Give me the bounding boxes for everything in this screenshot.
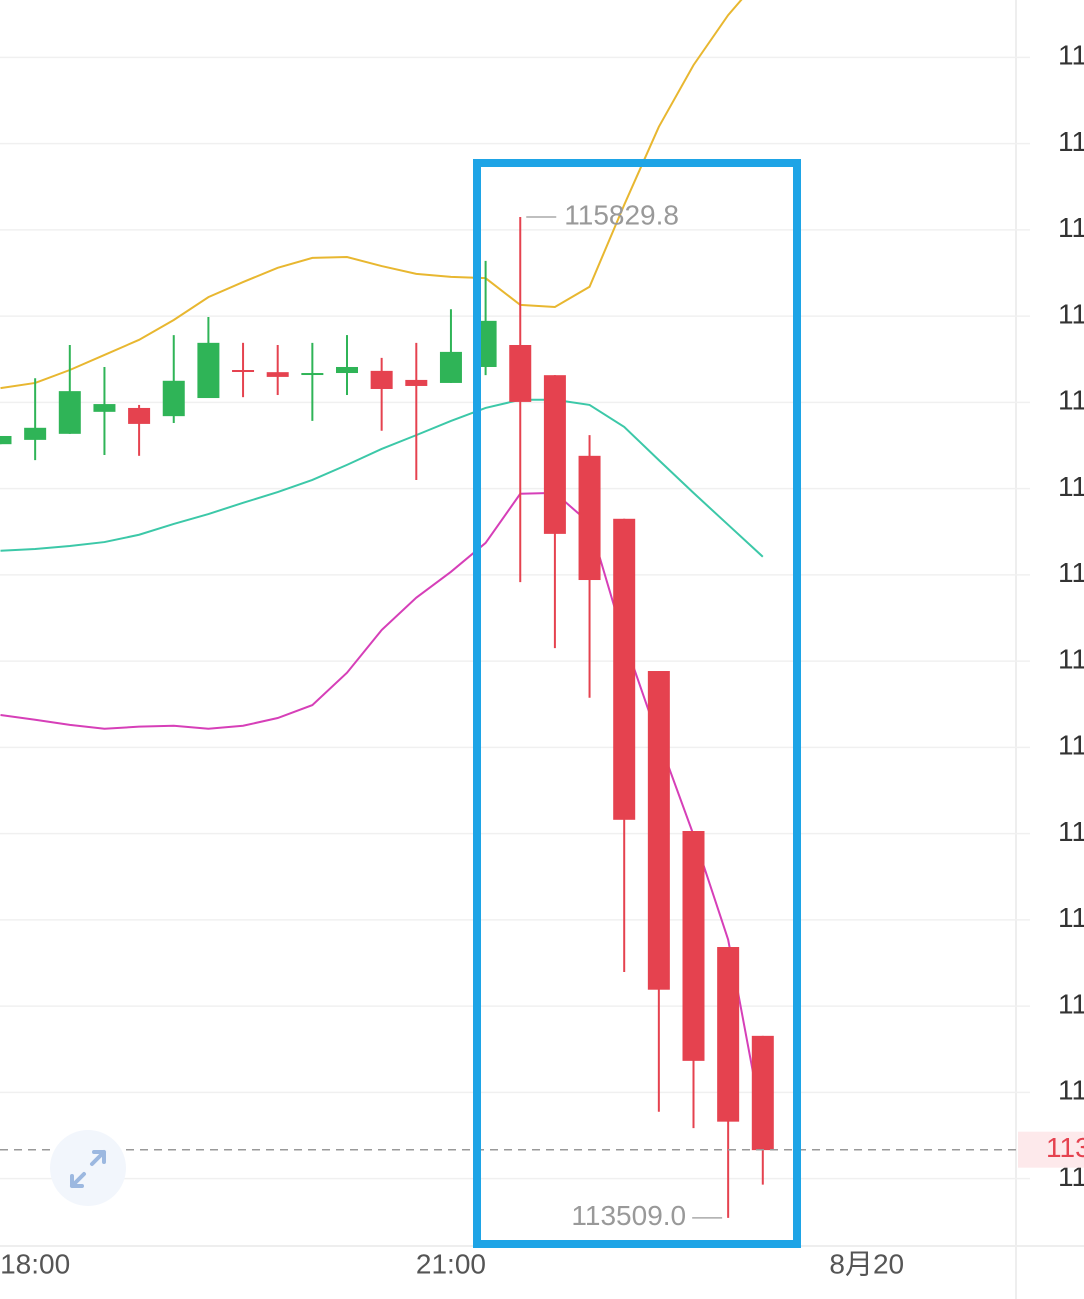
y-tick-label: 11 [1058, 730, 1084, 761]
y-tick-label: 11 [1058, 988, 1084, 1019]
candle-body [370, 370, 393, 389]
candle-body [578, 455, 601, 581]
y-tick-label: 11 [1058, 40, 1084, 71]
candle-body [24, 427, 47, 440]
candles [0, 217, 774, 1218]
candle-body [751, 1035, 774, 1151]
bands [0, 0, 764, 1125]
x-tick-label: 21:00 [416, 1248, 486, 1279]
y-tick-label: 11 [1058, 212, 1084, 243]
y-tick-label: 11 [1058, 385, 1084, 416]
low-label: 113509.0 [571, 1200, 686, 1231]
candle-body [128, 407, 151, 424]
candle-body [613, 518, 636, 820]
candle-body [301, 373, 324, 376]
last-price-label: 113 [1046, 1132, 1084, 1163]
expand-icon [70, 1150, 106, 1188]
y-tick-label: 11 [1058, 902, 1084, 933]
candle-body [682, 831, 705, 1061]
candle-body [543, 375, 566, 534]
expand-bg [50, 1130, 126, 1206]
x-tick-label: 8月20 [829, 1248, 904, 1279]
y-tick-label: 11 [1058, 643, 1084, 674]
candle-body [717, 947, 740, 1122]
y-tick-label: 11 [1058, 126, 1084, 157]
high-label: 115829.8 [564, 199, 679, 230]
candle-body [58, 391, 81, 434]
candle-body [197, 342, 220, 399]
band-line [0, 0, 743, 390]
y-tick-label: 11 [1058, 471, 1084, 502]
grid [0, 56, 1030, 1180]
candle-body [93, 404, 116, 412]
y-tick-label: 11 [1058, 1075, 1084, 1106]
band-line [0, 398, 764, 558]
candle-body [232, 370, 255, 373]
candle-body [162, 380, 185, 417]
candle-body [439, 351, 462, 383]
candle-body [336, 366, 358, 374]
y-tick-label: 11 [1058, 816, 1084, 847]
candle-body [0, 435, 12, 445]
x-tick-label: 18:00 [0, 1248, 70, 1279]
highlight-frame [473, 159, 801, 1248]
expand-button[interactable] [50, 1130, 126, 1206]
last-price-box [1018, 1131, 1084, 1168]
candle-body [405, 379, 428, 386]
candle-body [647, 671, 670, 990]
candle-body [266, 372, 289, 377]
y-tick-label: 11 [1058, 557, 1084, 588]
y-tick-label: 11 [1058, 298, 1084, 329]
band-line [0, 491, 764, 1125]
candle-body [509, 344, 532, 402]
